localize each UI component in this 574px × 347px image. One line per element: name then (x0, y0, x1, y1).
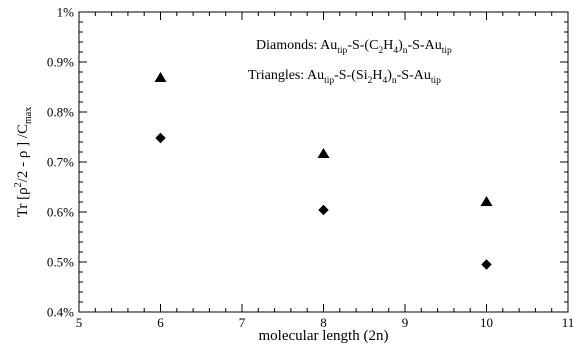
x-tick-label: 10 (480, 315, 493, 330)
y-tick-label: 0.6% (47, 205, 74, 220)
y-tick-label: 0.9% (47, 55, 74, 70)
y-tick-label: 1% (57, 5, 75, 20)
axis-tick-labels: 5 6 7 8 9 10 11 0.4% 0.5% 0.6% 0.7% 0.8% 0.9% 1% (47, 5, 574, 331)
x-tick-label: 11 (562, 315, 574, 330)
legend-annotations: Diamonds: Autip-S-(C2H4)n-S-Autip Triangl… (248, 38, 452, 86)
triangle-marker (317, 148, 330, 158)
triangles-legend: Triangles: Autip-S-(Si2H4)n-S-Autip (248, 68, 441, 86)
diamond-marker (481, 259, 492, 270)
axis-ticks (78, 11, 569, 313)
plot-area (78, 11, 569, 313)
diamonds-legend: Diamonds: Autip-S-(C2H4)n-S-Autip (256, 38, 452, 56)
x-tick-label: 5 (76, 315, 83, 330)
y-tick-label: 0.5% (47, 255, 74, 270)
x-tick-label: 7 (239, 315, 246, 330)
triangle-marker (154, 72, 167, 82)
y-axis-label: Tr [ρ2/2 - ρ ] /Cmax (13, 107, 34, 217)
diamond-marker (155, 132, 166, 144)
triangle-marker (480, 196, 493, 206)
data-markers (154, 72, 493, 270)
y-tick-label: 0.4% (47, 305, 74, 320)
x-tick-label: 8 (320, 315, 327, 330)
y-tick-label: 0.7% (47, 155, 74, 170)
diamond-marker (318, 204, 329, 216)
y-tick-label: 0.8% (47, 105, 74, 120)
x-tick-label: 9 (402, 315, 409, 330)
x-axis-label: molecular length (2n) (259, 328, 389, 344)
x-tick-label: 6 (157, 315, 164, 330)
